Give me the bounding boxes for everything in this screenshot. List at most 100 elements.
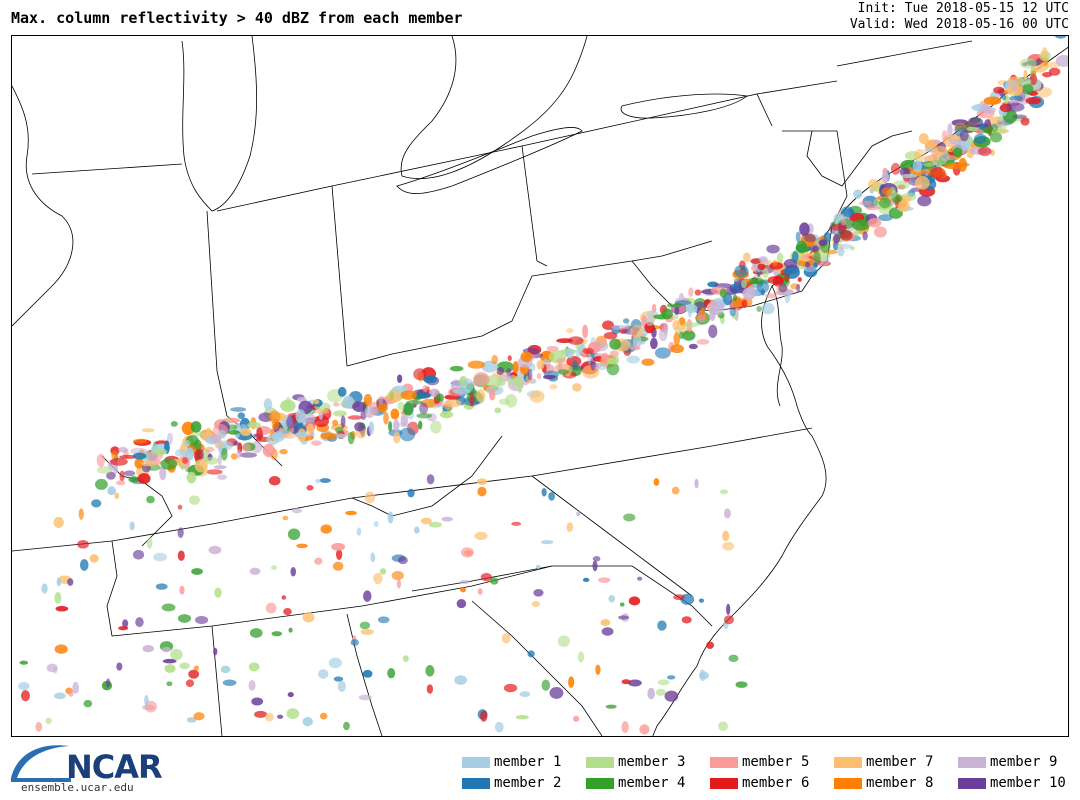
lake-michigan bbox=[181, 36, 258, 212]
echo-cell bbox=[249, 567, 261, 575]
echo-cell bbox=[288, 627, 293, 633]
lake-ontario bbox=[620, 93, 748, 119]
echo-cell bbox=[667, 675, 676, 680]
echo-cell bbox=[657, 620, 667, 631]
echo-cell bbox=[271, 631, 283, 637]
echo-cell bbox=[723, 508, 731, 519]
legend-label: member 8 bbox=[866, 775, 934, 791]
echo-cell bbox=[961, 139, 970, 152]
echo-cell bbox=[337, 680, 346, 692]
echo-cell bbox=[947, 123, 953, 137]
echo-cell bbox=[328, 657, 342, 669]
echo-cell bbox=[527, 650, 535, 658]
echo-cell bbox=[356, 527, 362, 536]
echo-cell bbox=[566, 522, 574, 533]
echo-cell bbox=[332, 419, 339, 427]
echo-cell bbox=[352, 401, 367, 412]
echo-cell bbox=[118, 446, 128, 453]
echo-cell bbox=[170, 421, 178, 427]
echo-cell bbox=[496, 379, 506, 387]
echo-cell bbox=[1025, 97, 1042, 105]
echo-cell bbox=[194, 459, 208, 473]
echo-cell bbox=[778, 283, 788, 293]
echo-cell bbox=[118, 626, 129, 631]
echo-cell bbox=[254, 710, 268, 718]
echo-cell bbox=[541, 679, 551, 691]
echo-cell bbox=[337, 386, 347, 397]
echo-cell bbox=[290, 567, 297, 577]
echo-cell bbox=[282, 515, 289, 521]
echo-cell bbox=[1001, 95, 1007, 101]
echo-cell bbox=[283, 607, 292, 616]
echo-cell bbox=[611, 324, 629, 330]
echo-cell bbox=[576, 511, 581, 517]
echo-cell bbox=[313, 409, 330, 415]
echo-cell bbox=[296, 543, 308, 549]
lake-huron bbox=[400, 36, 588, 180]
echo-cell bbox=[193, 665, 200, 671]
echo-cell bbox=[918, 133, 929, 145]
legend-swatch bbox=[958, 756, 986, 768]
echo-cell bbox=[590, 357, 596, 371]
echo-cell bbox=[1006, 102, 1025, 112]
echo-cell bbox=[792, 251, 799, 263]
echo-cell bbox=[239, 452, 258, 458]
echo-cell bbox=[628, 596, 641, 606]
echo-cell bbox=[515, 714, 529, 720]
echo-cell bbox=[989, 132, 1003, 143]
echo-cell bbox=[134, 458, 144, 469]
echo-cell bbox=[193, 712, 205, 721]
echo-cell bbox=[237, 412, 246, 420]
echo-cell bbox=[734, 265, 749, 278]
echo-cell bbox=[654, 347, 671, 359]
echo-cell bbox=[354, 422, 365, 432]
echo-cell bbox=[1055, 54, 1068, 67]
echo-cell bbox=[796, 240, 807, 254]
echo-cell bbox=[418, 420, 423, 430]
echo-cell bbox=[279, 448, 288, 455]
echo-cell bbox=[577, 651, 585, 663]
echo-cell bbox=[867, 178, 879, 191]
echo-cell bbox=[302, 612, 315, 623]
echo-cell bbox=[1010, 80, 1019, 92]
echo-cell bbox=[706, 641, 714, 650]
echo-cell bbox=[432, 403, 446, 408]
echo-cell bbox=[881, 187, 893, 196]
echo-cell bbox=[628, 679, 642, 687]
echo-cell bbox=[350, 639, 359, 646]
echo-cell bbox=[729, 307, 736, 317]
echo-cell bbox=[67, 578, 74, 586]
map-canvas bbox=[12, 36, 1068, 736]
echo-cell bbox=[650, 337, 658, 350]
echo-cell bbox=[162, 658, 177, 664]
echo-cell bbox=[306, 485, 314, 491]
echo-cell bbox=[119, 454, 137, 459]
echo-cell bbox=[360, 628, 374, 635]
echo-cell bbox=[144, 694, 149, 707]
echo-cell bbox=[177, 504, 183, 510]
echo-cell bbox=[414, 526, 420, 534]
echo-cell bbox=[1020, 117, 1030, 126]
echo-cell bbox=[732, 294, 738, 302]
echo-cell bbox=[655, 688, 666, 696]
legend-label: member 2 bbox=[494, 775, 562, 791]
echo-cell bbox=[377, 402, 388, 413]
echo-cell bbox=[621, 721, 629, 733]
echo-cell bbox=[535, 564, 541, 569]
echo-cell bbox=[419, 402, 429, 415]
echo-cell bbox=[862, 231, 868, 241]
echo-cell bbox=[503, 683, 518, 693]
legend-item: member 6 bbox=[710, 773, 809, 793]
legend-swatch bbox=[834, 756, 862, 768]
echo-cell bbox=[460, 547, 474, 558]
echo-cell bbox=[851, 219, 870, 231]
echo-cell bbox=[400, 413, 409, 427]
echo-cell bbox=[183, 440, 191, 447]
echo-cell bbox=[230, 453, 238, 460]
echo-cell bbox=[347, 431, 355, 445]
echo-cell bbox=[251, 697, 264, 706]
echo-cell bbox=[741, 299, 748, 308]
echo-cell bbox=[177, 614, 192, 623]
echo-cell bbox=[286, 415, 295, 429]
echo-cell bbox=[135, 617, 144, 628]
